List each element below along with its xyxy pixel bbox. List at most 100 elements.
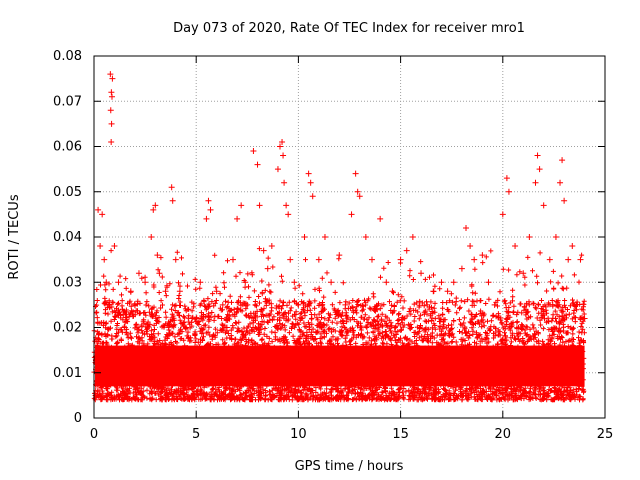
x-tick-label: 25 xyxy=(597,427,614,442)
data-point xyxy=(444,288,451,295)
x-tick-label: 0 xyxy=(90,427,98,442)
data-point xyxy=(107,107,114,114)
data-point xyxy=(108,120,115,127)
data-point xyxy=(107,71,114,78)
data-point xyxy=(295,301,302,308)
data-point xyxy=(260,247,267,254)
data-point xyxy=(280,152,287,159)
y-tick-label: 0.04 xyxy=(53,230,82,245)
data-points xyxy=(93,71,588,367)
data-point xyxy=(176,288,183,295)
data-point xyxy=(342,301,349,308)
data-point xyxy=(463,224,470,231)
data-point xyxy=(213,288,220,295)
data-point xyxy=(307,179,314,186)
x-axis: 0 5 10 15 20 25 xyxy=(90,56,613,442)
data-point xyxy=(234,215,241,222)
data-point xyxy=(148,234,155,240)
y-tick-label: 0.01 xyxy=(53,366,82,381)
grid-lines xyxy=(94,56,605,418)
data-point xyxy=(559,157,566,164)
data-point xyxy=(356,193,363,200)
data-point xyxy=(354,188,361,195)
data-point xyxy=(172,256,179,263)
data-point xyxy=(536,166,543,173)
data-point xyxy=(109,75,116,82)
y-tick-label: 0 xyxy=(74,411,82,426)
data-point xyxy=(127,288,134,295)
data-point xyxy=(197,279,204,286)
data-point xyxy=(557,179,564,186)
x-tick-label: 20 xyxy=(495,427,512,442)
data-point xyxy=(279,138,286,145)
data-point xyxy=(383,279,390,286)
data-point xyxy=(135,270,142,277)
data-point xyxy=(512,243,519,250)
data-point xyxy=(552,234,559,240)
data-point xyxy=(573,301,580,308)
data-point xyxy=(182,324,189,331)
y-tick-label: 0.07 xyxy=(53,94,82,109)
data-point xyxy=(250,148,257,155)
y-tick-label: 0.02 xyxy=(53,321,82,336)
data-point xyxy=(450,279,457,286)
data-point xyxy=(315,256,322,263)
y-axis-label: ROTI / TECUs xyxy=(7,194,22,279)
data-point xyxy=(108,89,115,96)
data-point xyxy=(526,234,533,240)
data-point xyxy=(305,170,312,177)
data-point xyxy=(95,206,102,213)
data-point xyxy=(491,301,498,308)
data-point xyxy=(348,211,355,218)
data-point xyxy=(108,93,115,100)
data-point xyxy=(424,301,431,308)
data-point xyxy=(377,215,384,222)
data-point xyxy=(520,270,527,277)
data-point xyxy=(503,175,510,182)
data-point xyxy=(321,234,328,240)
data-point xyxy=(268,243,275,250)
data-point xyxy=(274,166,281,173)
data-point xyxy=(229,256,236,263)
data-point xyxy=(479,252,486,259)
data-point xyxy=(362,234,369,240)
data-point xyxy=(277,143,284,150)
data-point xyxy=(403,247,410,254)
data-point xyxy=(532,179,539,186)
data-point xyxy=(287,256,294,263)
data-point xyxy=(207,206,214,213)
data-point xyxy=(328,279,335,286)
data-point xyxy=(264,265,271,272)
data-point xyxy=(499,211,506,218)
data-point xyxy=(471,256,478,263)
data-point xyxy=(577,256,584,263)
data-point xyxy=(193,315,200,322)
data-point xyxy=(101,256,108,263)
data-point xyxy=(103,279,110,286)
data-point xyxy=(254,161,261,168)
y-tick-label: 0.06 xyxy=(53,140,82,155)
data-point xyxy=(283,202,290,209)
data-point xyxy=(115,279,122,286)
data-point xyxy=(152,202,159,209)
data-point xyxy=(285,211,292,218)
data-point xyxy=(352,170,359,177)
data-point xyxy=(219,301,226,308)
data-point xyxy=(105,301,112,308)
data-point xyxy=(467,243,474,250)
data-point xyxy=(256,202,263,209)
data-point xyxy=(540,202,547,209)
data-point xyxy=(150,206,157,213)
x-tick-label: 15 xyxy=(392,427,409,442)
chart-title: Day 073 of 2020, Rate Of TEC Index for r… xyxy=(173,21,525,36)
data-point xyxy=(418,270,425,277)
data-point xyxy=(309,193,316,200)
y-tick-label: 0.05 xyxy=(53,185,82,200)
data-point xyxy=(244,301,251,308)
data-point xyxy=(168,184,175,191)
data-point xyxy=(389,288,396,295)
data-point xyxy=(238,202,245,209)
data-point xyxy=(97,243,104,250)
data-point xyxy=(111,243,118,250)
